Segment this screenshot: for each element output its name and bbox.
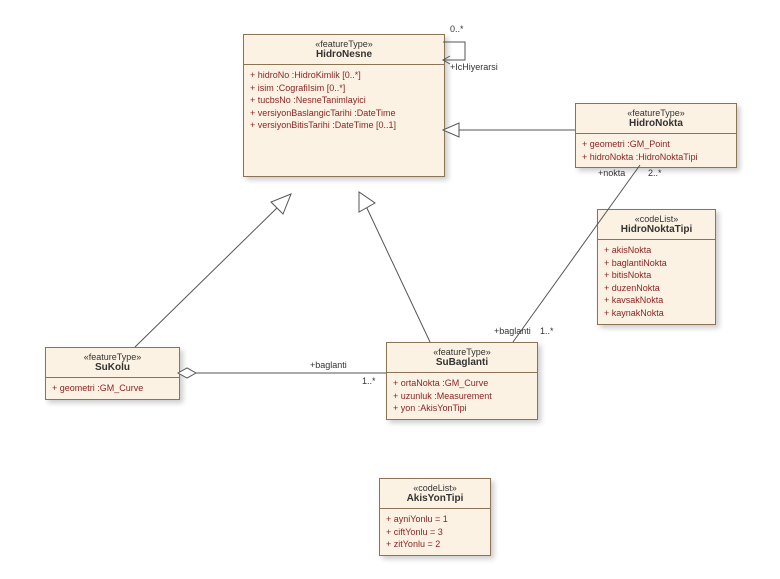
- class-hidronoktatipi: «codeList» HidroNoktaTipi + akisNokta + …: [597, 209, 716, 325]
- attr: + yon :AkisYonTipi: [393, 402, 531, 415]
- class-header: «featureType» SuKolu: [46, 348, 179, 378]
- class-body: + ortaNokta :GM_Curve + uzunluk :Measure…: [387, 373, 537, 419]
- gen-subaglanti-arrow: [359, 192, 375, 212]
- attr: + ortaNokta :GM_Curve: [393, 377, 531, 390]
- stereotype: «featureType»: [395, 347, 529, 357]
- agg-role: +baglanti: [310, 360, 347, 370]
- class-name: SuKolu: [54, 362, 171, 373]
- attr: + hidroNo :HidroKimlik [0..*]: [250, 69, 438, 82]
- class-subaglanti: «featureType» SuBaglanti + ortaNokta :GM…: [386, 342, 538, 420]
- stereotype: «featureType»: [252, 39, 436, 49]
- attr: + ciftYonlu = 3: [386, 526, 484, 539]
- attr: + ayniYonlu = 1: [386, 513, 484, 526]
- class-body: + ayniYonlu = 1 + ciftYonlu = 3 + zitYon…: [380, 509, 490, 555]
- class-name: AkisYonTipi: [388, 493, 482, 504]
- agg-mult: 1..*: [362, 376, 376, 386]
- attr: + kaynakNokta: [604, 307, 709, 320]
- class-name: HidroNesne: [252, 49, 436, 60]
- class-header: «codeList» AkisYonTipi: [380, 479, 490, 509]
- class-body: + geometri :GM_Curve: [46, 378, 179, 399]
- assoc-mult-source: 1..*: [540, 326, 554, 336]
- attr: + duzenNokta: [604, 282, 709, 295]
- class-hidronesne: «featureType» HidroNesne + hidroNo :Hidr…: [243, 34, 445, 177]
- assoc-role-source: +baglanti: [494, 326, 531, 336]
- class-header: «featureType» HidroNokta: [576, 104, 736, 134]
- gen-subaglanti-line: [365, 204, 430, 342]
- attr: + isim :CografiIsim [0..*]: [250, 82, 438, 95]
- class-header: «codeList» HidroNoktaTipi: [598, 210, 715, 240]
- attr: + versiyonBaslangicTarihi :DateTime: [250, 107, 438, 120]
- attr: + baglantiNokta: [604, 257, 709, 270]
- class-header: «featureType» SuBaglanti: [387, 343, 537, 373]
- class-name: HidroNoktaTipi: [606, 224, 707, 235]
- self-assoc-line: [443, 42, 465, 60]
- class-body: + geometri :GM_Point + hidroNokta :Hidro…: [576, 134, 736, 167]
- class-hidronokta: «featureType» HidroNokta + geometri :GM_…: [575, 103, 737, 168]
- assoc-role-target: +nokta: [598, 168, 625, 178]
- attr: + uzunluk :Measurement: [393, 390, 531, 403]
- class-header: «featureType» HidroNesne: [244, 35, 444, 65]
- attr: + kavsakNokta: [604, 294, 709, 307]
- attr: + versiyonBitisTarihi :DateTime [0..1]: [250, 119, 438, 132]
- attr: + tucbsNo :NesneTanimlayici: [250, 94, 438, 107]
- stereotype: «featureType»: [584, 108, 728, 118]
- class-body: + akisNokta + baglantiNokta + bitisNokta…: [598, 240, 715, 324]
- class-akisyontipi: «codeList» AkisYonTipi + ayniYonlu = 1 +…: [379, 478, 491, 556]
- stereotype: «featureType»: [54, 352, 171, 362]
- self-assoc-role: +IcHiyerarsi: [450, 62, 498, 72]
- class-body: + hidroNo :HidroKimlik [0..*] + isim :Co…: [244, 65, 444, 176]
- stereotype: «codeList»: [388, 483, 482, 493]
- attr: + bitisNokta: [604, 269, 709, 282]
- gen-hidronokta-arrow: [443, 123, 459, 137]
- gen-sukolu-arrow: [271, 194, 291, 214]
- self-assoc-mult: 0..*: [450, 24, 464, 34]
- class-name: HidroNokta: [584, 118, 728, 129]
- class-sukolu: «featureType» SuKolu + geometri :GM_Curv…: [45, 347, 180, 400]
- agg-diamond: [178, 368, 196, 378]
- attr: + geometri :GM_Curve: [52, 382, 173, 395]
- gen-sukolu-line: [135, 203, 282, 347]
- attr: + akisNokta: [604, 244, 709, 257]
- attr: + geometri :GM_Point: [582, 138, 730, 151]
- attr: + hidroNokta :HidroNoktaTipi: [582, 151, 730, 164]
- class-name: SuBaglanti: [395, 357, 529, 368]
- stereotype: «codeList»: [606, 214, 707, 224]
- assoc-mult-target: 2..*: [648, 168, 662, 178]
- attr: + zitYonlu = 2: [386, 538, 484, 551]
